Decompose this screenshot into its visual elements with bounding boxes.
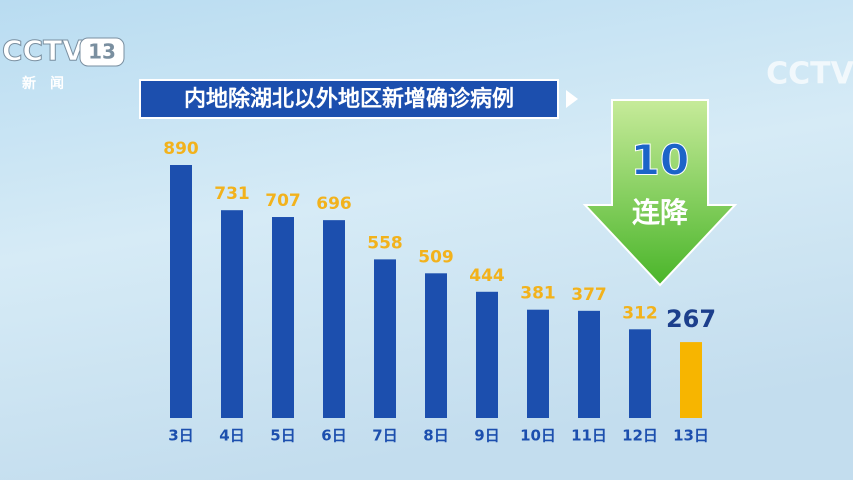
value-label: 890: [163, 139, 199, 159]
chart-title: 内地除湖北以外地区新增确诊病例: [184, 86, 514, 112]
bar: [374, 259, 396, 418]
x-tick-label: 4日: [219, 427, 244, 445]
x-tick-label: 10日: [520, 427, 556, 445]
logo-name: 新闻: [22, 75, 78, 92]
title-box: [139, 79, 559, 119]
bar: [527, 309, 549, 418]
annotation-count: 10: [631, 136, 689, 185]
bar: [476, 291, 498, 418]
logo-channel: 13: [88, 40, 116, 64]
watermark: CCTV: [766, 57, 853, 92]
value-label: 267: [666, 305, 716, 333]
bar: [272, 217, 294, 418]
x-tick-label: 11日: [571, 427, 607, 445]
value-label: 377: [571, 285, 607, 305]
title-banner: 内地除湖北以外地区新增确诊病例: [139, 79, 578, 119]
value-label: 381: [520, 284, 556, 304]
bar: [323, 220, 345, 418]
x-tick-label: 6日: [321, 427, 346, 445]
annotation-text: 连降: [632, 196, 689, 229]
trend-arrow: 10 连降: [582, 99, 738, 287]
x-tick-label: 3日: [168, 427, 193, 445]
x-tick-label: 5日: [270, 427, 295, 445]
bar: [578, 310, 600, 418]
bar: [629, 329, 651, 418]
x-tick-label: 7日: [372, 427, 397, 445]
title-pointer: [566, 90, 578, 108]
logo-brand: CCTV: [2, 34, 84, 67]
value-label: 731: [214, 184, 250, 204]
x-tick-label: 8日: [423, 427, 448, 445]
value-label: 558: [367, 233, 403, 253]
value-label: 312: [622, 303, 658, 323]
x-tick-label: 9日: [474, 427, 499, 445]
value-label: 696: [316, 194, 352, 214]
value-label: 444: [469, 266, 505, 286]
bar: [221, 210, 243, 418]
bar: [170, 165, 192, 418]
logo-badge: [79, 37, 125, 67]
bar: [425, 273, 447, 418]
value-label: 509: [418, 247, 454, 267]
arrow-shape: [582, 99, 738, 287]
x-tick-label: 13日: [673, 427, 709, 445]
x-tick-label: 12日: [622, 427, 658, 445]
bar: [680, 342, 702, 418]
channel-logo: CCTV 13 新闻: [2, 34, 125, 92]
value-label: 707: [265, 191, 301, 211]
